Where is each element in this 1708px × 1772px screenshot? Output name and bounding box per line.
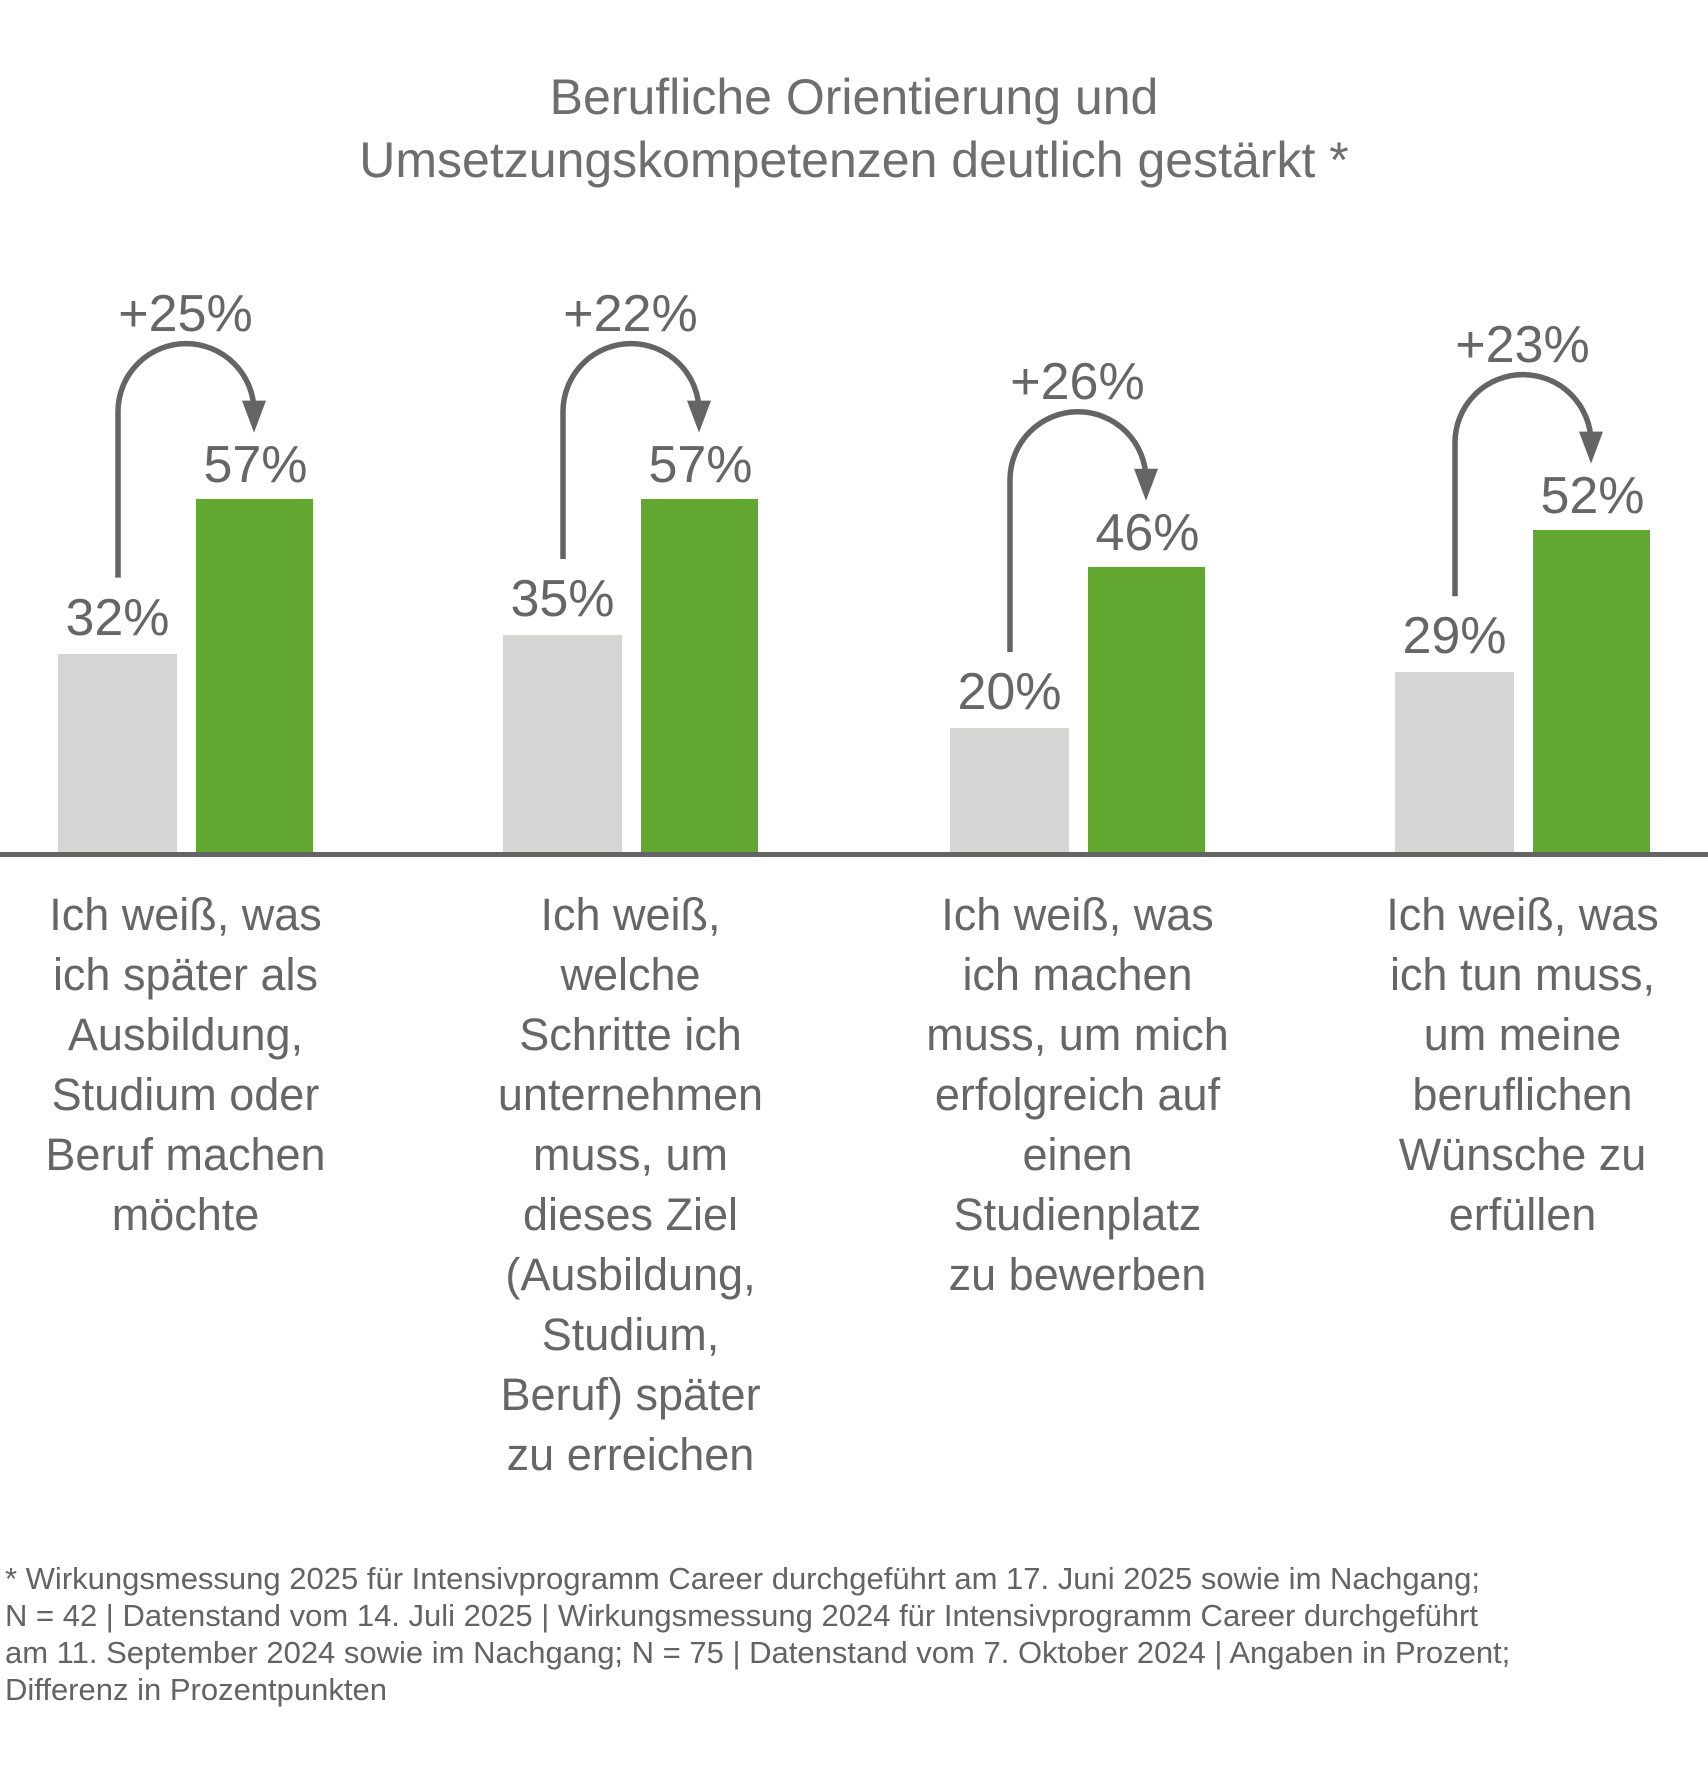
bar-group: 35% 57% +22% Ich weiß, welche Schritte ich …	[461, 0, 801, 1520]
bar-after	[641, 498, 758, 852]
bar-after	[1088, 566, 1205, 852]
delta-label: +26%	[1010, 352, 1145, 411]
value-label-after: 57%	[203, 435, 308, 494]
bar-before	[950, 728, 1069, 852]
increase-arrow-icon	[559, 340, 711, 559]
value-label-before: 20%	[957, 663, 1062, 721]
value-label-after: 46%	[1095, 503, 1200, 562]
delta-label: +25%	[118, 284, 253, 343]
value-label-after: 52%	[1540, 466, 1645, 525]
bar-before	[1395, 672, 1514, 852]
bar-group: 20% 46% +26% Ich weiß, was ich machen muss,…	[908, 0, 1248, 1520]
x-axis-line	[0, 852, 1708, 857]
bar-group: 29% 52% +23% Ich weiß, was ich tun muss, um…	[1353, 0, 1693, 1520]
delta-label: +23%	[1455, 315, 1590, 374]
value-label-before: 35%	[510, 570, 615, 628]
bar-chart: 32% 57% +25% Ich weiß, was ich später als A…	[0, 0, 1708, 1520]
category-label: Ich weiß, was ich machen muss, um mich e…	[926, 889, 1229, 1300]
bar-group: 32% 57% +25% Ich weiß, was ich später als A…	[16, 0, 356, 1520]
bar-after	[1533, 529, 1650, 852]
increase-arrow-icon	[1451, 371, 1603, 597]
increase-arrow-icon	[114, 340, 266, 578]
category-label: Ich weiß, was ich tun muss, um meine ber…	[1386, 889, 1659, 1240]
delta-label: +22%	[563, 284, 698, 343]
bar-before	[58, 653, 177, 852]
increase-arrow-icon	[1006, 409, 1158, 652]
value-label-before: 29%	[1402, 607, 1507, 666]
bar-before	[503, 635, 622, 852]
bar-after	[196, 498, 313, 852]
value-label-before: 32%	[65, 588, 170, 647]
value-label-after: 57%	[648, 435, 753, 494]
footnote: * Wirkungsmessung 2025 für Intensivprogr…	[5, 1561, 1511, 1707]
category-label: Ich weiß, welche Schritte ich unternehme…	[497, 889, 764, 1480]
chart-title: Berufliche Orientierung und Umsetzungsko…	[359, 69, 1349, 188]
category-label: Ich weiß, was ich später als Ausbildung,…	[45, 889, 326, 1240]
